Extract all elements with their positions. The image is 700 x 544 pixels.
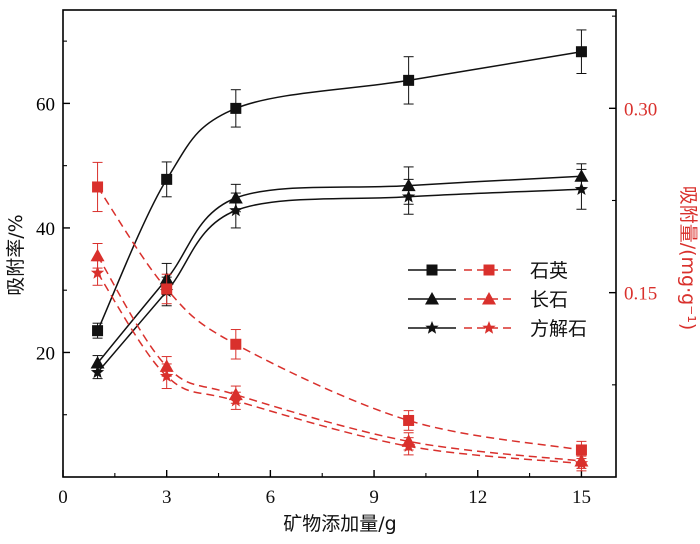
marker-square — [575, 444, 587, 456]
marker-square — [230, 102, 242, 114]
data-point-left-2-2 — [229, 192, 243, 229]
data-point-right-3-0 — [92, 161, 104, 213]
marker-star — [229, 393, 243, 407]
marker-square — [230, 338, 242, 350]
marker-star — [574, 456, 589, 470]
data-point-right-5-4 — [574, 455, 589, 472]
legend-marker-square — [426, 264, 438, 276]
series-line-right-3 — [96, 186, 582, 451]
axes-ticks: 0 3 6 9 12 15 20 40 60 0.15 0.30 — [36, 15, 657, 508]
series-line-right-4 — [96, 255, 582, 462]
marker-star — [402, 439, 416, 452]
marker-triangle — [90, 248, 105, 262]
data-point-left-2-4 — [574, 168, 589, 210]
marker-square — [403, 414, 415, 426]
marker-square — [161, 283, 173, 295]
data-point-left-0-2 — [230, 89, 242, 128]
data-point-right-3-3 — [403, 410, 415, 431]
marker-square — [161, 173, 173, 185]
x-tick-label: 6 — [266, 487, 276, 508]
data-point-left-0-1 — [161, 161, 173, 198]
series-line-left-1 — [97, 175, 582, 364]
marker-square — [92, 181, 104, 193]
legend-marker-triangle — [482, 292, 496, 305]
legend-item: 石英 — [408, 260, 568, 282]
data-point-left-2-0 — [90, 365, 105, 380]
marker-star — [90, 266, 105, 279]
legend-marker-star — [482, 321, 496, 334]
data-point-right-5-1 — [160, 363, 174, 390]
marker-star — [160, 369, 174, 382]
data-point-right-5-0 — [90, 260, 105, 286]
x-tick-label: 9 — [369, 487, 379, 508]
data-point-right-5-2 — [229, 391, 243, 410]
marker-square — [575, 46, 587, 58]
marker-triangle — [90, 356, 105, 369]
data-point-left-0-0 — [92, 322, 104, 339]
legend-label: 石英 — [530, 260, 568, 282]
marker-square — [92, 325, 104, 337]
marker-star — [229, 203, 243, 217]
data-point-left-0-3 — [403, 56, 415, 105]
legend-marker-triangle — [425, 292, 439, 305]
legend-item: 方解石 — [408, 318, 587, 340]
legend-item: 长石 — [408, 289, 568, 311]
data-point-right-3-1 — [161, 273, 173, 305]
y-right-tick-label: 0.30 — [624, 99, 657, 120]
y-right-tick-label: 0.15 — [624, 284, 657, 305]
marker-star — [574, 182, 589, 195]
marker-square — [403, 74, 415, 86]
x-axis-title: 矿物添加量/g — [283, 513, 396, 535]
data-point-right-3-2 — [230, 329, 242, 360]
y-left-tick-label: 20 — [36, 343, 55, 364]
data-marks — [90, 29, 589, 472]
x-tick-label: 12 — [468, 487, 487, 508]
x-tick-label: 3 — [162, 487, 172, 508]
y-left-tick-label: 60 — [36, 94, 55, 115]
data-point-right-5-3 — [402, 437, 416, 456]
data-point-left-2-3 — [402, 178, 416, 215]
plot-frame — [62, 9, 617, 478]
x-tick-label: 15 — [572, 487, 591, 508]
marker-star — [402, 189, 416, 203]
legend-label: 长石 — [530, 289, 568, 311]
fit-curves — [96, 50, 582, 465]
y-right-axis-title: 吸附量/(mg·g⁻¹) — [677, 186, 699, 331]
y-left-tick-label: 40 — [36, 219, 55, 240]
marker-star — [90, 365, 105, 379]
data-point-left-0-4 — [575, 29, 587, 75]
series-line-left-0 — [96, 50, 582, 332]
series-line-left-2 — [97, 188, 582, 373]
y-left-axis-title: 吸附率/% — [5, 214, 27, 295]
legend-label: 方解石 — [530, 318, 587, 340]
legend-marker-star — [425, 321, 439, 334]
x-tick-label: 0 — [58, 487, 68, 508]
legend-marker-square — [483, 264, 495, 276]
